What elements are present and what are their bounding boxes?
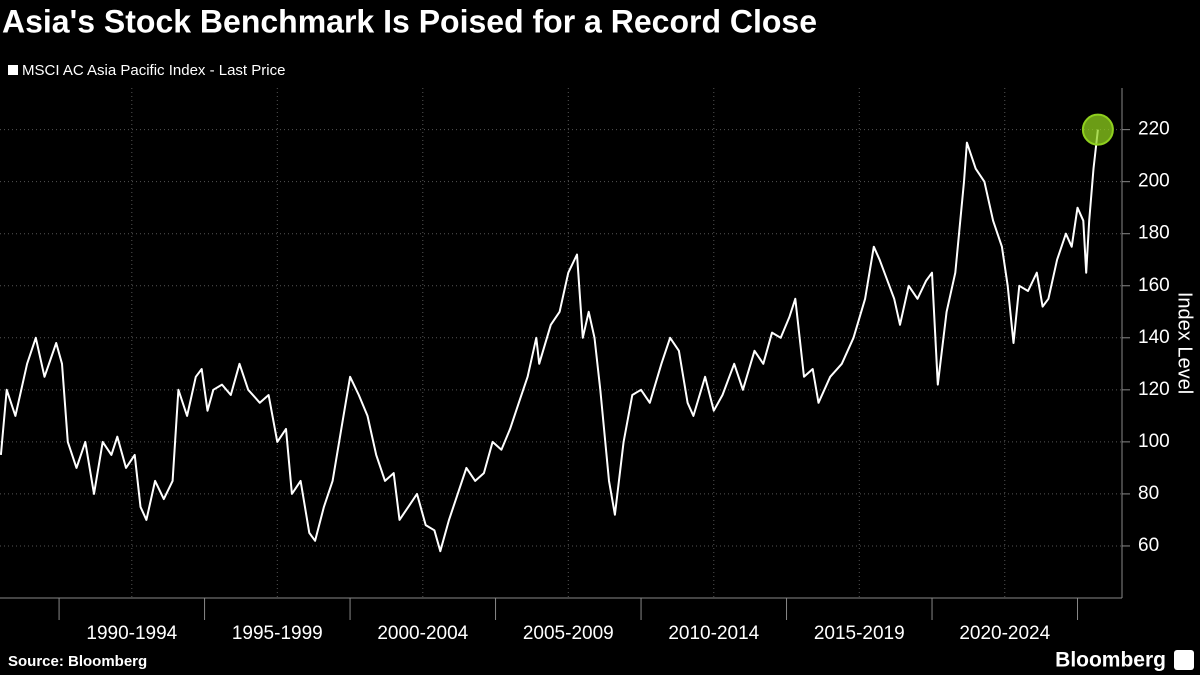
y-tick-label: 180 <box>1138 223 1170 244</box>
source: Source: Bloomberg <box>8 653 147 670</box>
brand-icon <box>1174 650 1194 670</box>
x-tick-label: 1995-1999 <box>232 623 323 644</box>
brand: Bloomberg <box>1055 649 1166 672</box>
y-tick-label: 200 <box>1138 171 1170 192</box>
x-tick-label: 2005-2009 <box>523 623 614 644</box>
y-axis-label: Index Level <box>1174 292 1196 394</box>
chart-title: Asia's Stock Benchmark Is Poised for a R… <box>2 3 817 39</box>
legend-swatch <box>8 65 18 75</box>
y-tick-label: 160 <box>1138 275 1170 296</box>
x-tick-label: 1990-1994 <box>86 623 177 644</box>
y-tick-label: 140 <box>1138 327 1170 348</box>
y-tick-label: 60 <box>1138 535 1159 556</box>
y-tick-label: 220 <box>1138 119 1170 140</box>
highlight-marker <box>1081 113 1114 146</box>
line <box>0 129 1099 553</box>
x-tick-label: 2010-2014 <box>668 623 759 644</box>
y-tick-label: 120 <box>1138 379 1170 400</box>
x-tick-label: 2020-2024 <box>959 623 1050 644</box>
x-tick-label: 2000-2004 <box>377 623 468 644</box>
legend-label: MSCI AC Asia Pacific Index - Last Price <box>22 62 285 79</box>
y-tick-label: 80 <box>1138 483 1159 504</box>
x-tick-label: 2015-2019 <box>814 623 905 644</box>
y-tick-label: 100 <box>1138 431 1170 452</box>
